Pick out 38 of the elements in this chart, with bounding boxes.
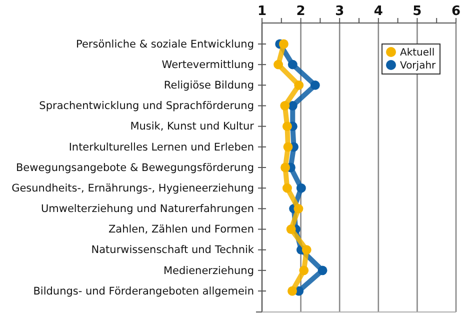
point [280,162,290,172]
point [310,80,320,90]
y-tick-label: Naturwissenschaft und Technik [91,244,255,256]
point [288,60,298,70]
point [286,224,296,234]
point [302,245,312,255]
point [282,183,292,193]
x-tick-label: 5 [412,4,422,19]
x-tick-label: 1 [257,4,267,19]
y-tick-label: Sprachentwicklung und Sprachförderung [39,100,254,112]
x-tick-label: 2 [296,4,306,19]
y-tick-label: Zahlen, Zählen und Formen [108,224,254,236]
y-tick-label: Wertevermittlung [162,58,254,71]
y-tick-label: Medienerziehung [163,264,254,277]
point [279,39,288,49]
point [283,142,293,152]
x-tick-label: 3 [335,4,344,19]
point [299,266,309,276]
point [274,60,284,70]
point [282,122,292,132]
x-tick-label: 6 [451,4,461,19]
y-tick-label: Persönliche & soziale Entwicklung [76,38,254,50]
point [294,204,304,214]
y-tick-label: Bewegungsangebote & Bewegungsförderung [16,162,254,174]
legend-label: Aktuell [400,48,435,58]
y-tick-label: Religiöse Bildung [164,80,254,92]
y-tick-label: Musik, Kunst und Kultur [130,120,255,133]
x-tick-label: 4 [374,4,383,19]
point [280,101,290,110]
y-tick-label: Interkulturelles Lernen und Erleben [68,141,254,154]
y-tick-label: Umwelterziehung und Naturerfahrungen [40,203,254,216]
y-tick-label: Bildungs- und Förderangeboten allgemein [33,285,254,298]
point [296,183,306,193]
point [288,286,297,296]
legend-label: Vorjahr [400,60,437,72]
y-tick-label: Gesundheits-, Ernährungs-, Hygieneerziehung [12,182,254,194]
point [294,80,304,90]
point [318,266,328,276]
